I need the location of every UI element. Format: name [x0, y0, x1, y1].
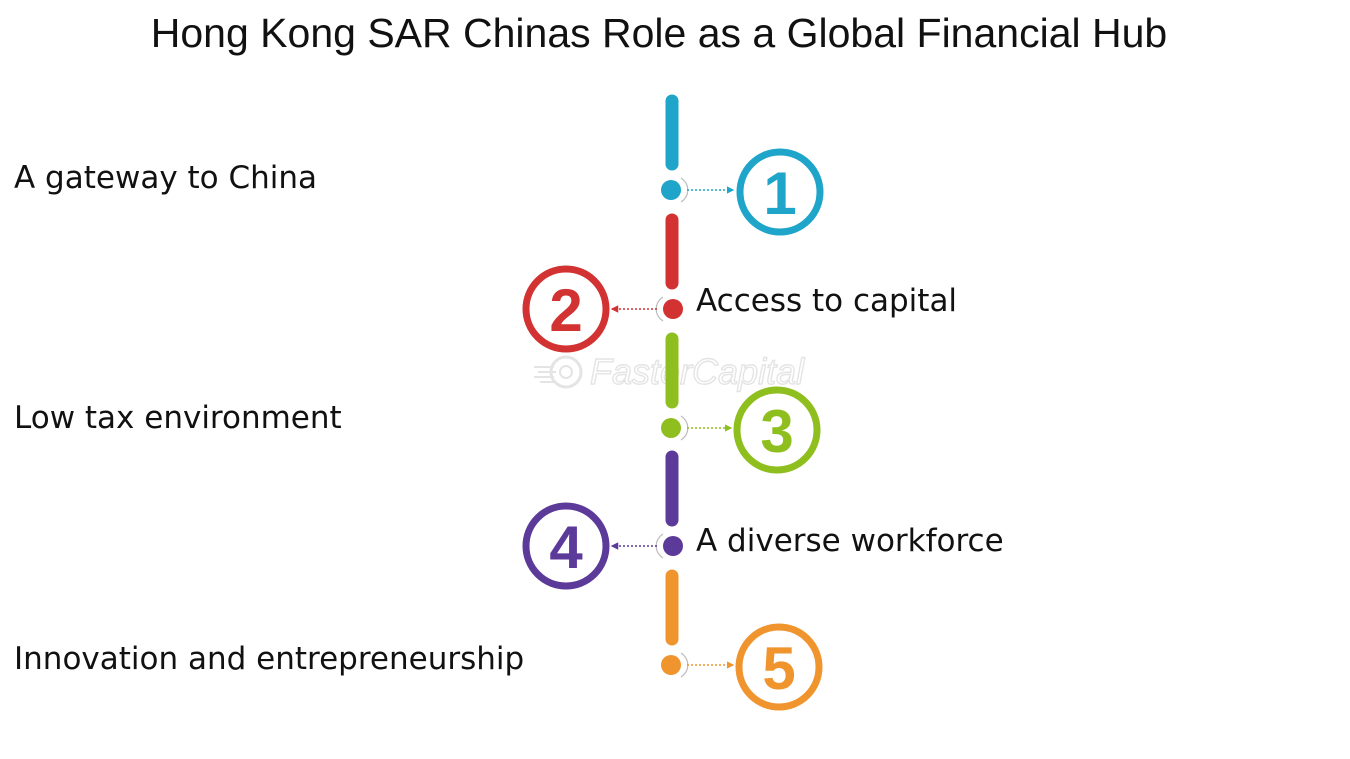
timeline-dot-2 — [663, 299, 683, 319]
step-label-4: A diverse workforce — [696, 523, 1004, 559]
timeline-dot-4 — [663, 536, 683, 556]
timeline-dot-1 — [661, 180, 681, 200]
watermark-text: FasterCapital — [589, 351, 805, 392]
step-label-2: Access to capital — [696, 283, 958, 319]
number-badge-2 — [522, 265, 610, 353]
timeline-dot-3 — [661, 418, 681, 438]
timeline-dot-5 — [661, 655, 681, 675]
watermark-gear-icon — [534, 355, 583, 389]
number-badge-3-text: 3 — [760, 398, 793, 465]
dot-halo-5 — [680, 652, 689, 678]
number-badge-2-text: 2 — [549, 277, 582, 344]
number-badge-4-text: 4 — [549, 514, 583, 581]
dot-halo-4 — [655, 533, 664, 559]
dot-halo-2 — [655, 296, 664, 322]
page-title: Hong Kong SAR Chinas Role as a Global Fi… — [150, 10, 1168, 56]
number-badge-5-text: 5 — [762, 635, 795, 702]
number-badge-4 — [522, 502, 610, 590]
number-badge-3 — [733, 386, 821, 474]
step-label-5: Innovation and entrepreneurship — [14, 641, 525, 677]
step-label-1: A gateway to China — [14, 160, 318, 196]
number-badge-5 — [735, 623, 823, 711]
step-label-3: Low tax environment — [14, 400, 342, 436]
dot-halo-3 — [680, 415, 689, 441]
watermark-logo: FasterCapital — [532, 351, 822, 392]
dot-halo-1 — [680, 177, 689, 203]
number-badge-1-text: 1 — [763, 160, 796, 227]
number-badge-1 — [736, 148, 824, 236]
